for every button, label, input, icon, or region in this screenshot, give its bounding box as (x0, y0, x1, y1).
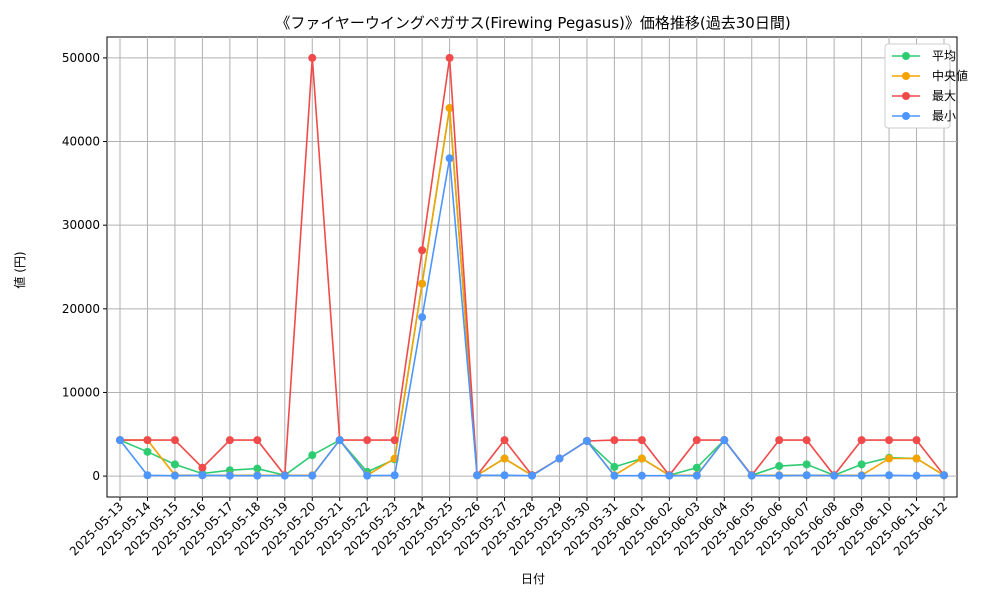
data-point (363, 436, 372, 445)
data-point (253, 436, 262, 445)
data-point (692, 463, 701, 472)
data-point (198, 463, 207, 472)
series-4 (116, 154, 948, 480)
y-axis: 0 10000 20000 30000 40000 50000 (62, 51, 107, 483)
data-point (170, 460, 179, 469)
data-point (143, 436, 152, 445)
data-point (692, 436, 701, 445)
series-layer (116, 53, 948, 480)
data-point (665, 471, 674, 480)
y-tick-label: 40000 (62, 135, 100, 149)
data-point (198, 471, 207, 480)
data-point (775, 471, 784, 480)
data-point (308, 53, 317, 62)
data-point (912, 454, 921, 463)
y-tick-label: 50000 (62, 51, 100, 65)
data-point (418, 313, 427, 322)
data-point (308, 471, 317, 480)
legend-box (884, 43, 951, 129)
data-point (857, 436, 866, 445)
data-point (610, 462, 619, 471)
data-point (445, 53, 454, 62)
legend-label: 中央値 (932, 68, 968, 83)
y-axis-label: 値 (円) (12, 251, 27, 288)
y-tick-label: 30000 (62, 218, 100, 232)
data-point (637, 436, 646, 445)
data-point (885, 454, 894, 463)
data-point (610, 436, 619, 445)
data-point (143, 471, 152, 480)
data-point (445, 154, 454, 163)
data-point (775, 462, 784, 471)
data-point (775, 436, 784, 445)
data-point (940, 471, 948, 480)
legend-label: 平均 (932, 49, 956, 63)
data-point (143, 447, 152, 456)
data-point (308, 451, 317, 460)
y-tick-label: 0 (92, 469, 100, 483)
data-point (500, 436, 509, 445)
data-point (802, 436, 811, 445)
data-point (528, 471, 536, 480)
legend-label: 最大 (932, 89, 956, 103)
data-point (335, 436, 344, 445)
data-point (500, 454, 509, 463)
data-point (747, 471, 756, 480)
data-point (885, 471, 894, 480)
data-point (720, 436, 729, 445)
data-point (253, 471, 262, 480)
data-point (885, 436, 894, 445)
data-point (225, 436, 234, 445)
data-point (637, 454, 646, 463)
data-point (363, 471, 372, 480)
grid (107, 37, 957, 497)
data-point (390, 471, 399, 480)
data-point (418, 246, 427, 255)
data-point (637, 471, 646, 480)
data-point (170, 471, 179, 480)
data-point (912, 436, 921, 445)
data-point (582, 436, 591, 445)
data-point (500, 471, 509, 480)
data-point (116, 436, 124, 445)
data-point (170, 436, 179, 445)
data-point (692, 471, 701, 480)
x-axis: 2025-05-132025-05-142025-05-152025-05-16… (67, 497, 950, 558)
data-point (280, 471, 289, 480)
data-point (418, 279, 427, 288)
legend-swatch-marker (902, 52, 910, 60)
data-point (555, 454, 564, 463)
data-point (857, 471, 866, 480)
data-point (225, 471, 234, 480)
data-point (473, 471, 482, 480)
data-point (857, 460, 866, 469)
data-point (830, 471, 839, 480)
y-tick-label: 20000 (62, 302, 100, 316)
data-point (253, 464, 262, 473)
data-point (390, 436, 399, 445)
legend-swatch-marker (902, 72, 910, 80)
data-point (610, 471, 619, 480)
data-point (802, 460, 811, 469)
x-axis-label: 日付 (521, 572, 545, 586)
legend-swatch-marker (902, 112, 910, 120)
legend-swatch-marker (902, 92, 910, 100)
data-point (802, 471, 811, 480)
y-tick-label: 10000 (62, 385, 100, 399)
legend-label: 最小 (932, 109, 956, 123)
chart-title: 《ファイヤーウイングペガサス(Firewing Pegasus)》価格推移(過去… (275, 14, 790, 32)
data-point (445, 104, 454, 113)
data-point (912, 471, 921, 480)
